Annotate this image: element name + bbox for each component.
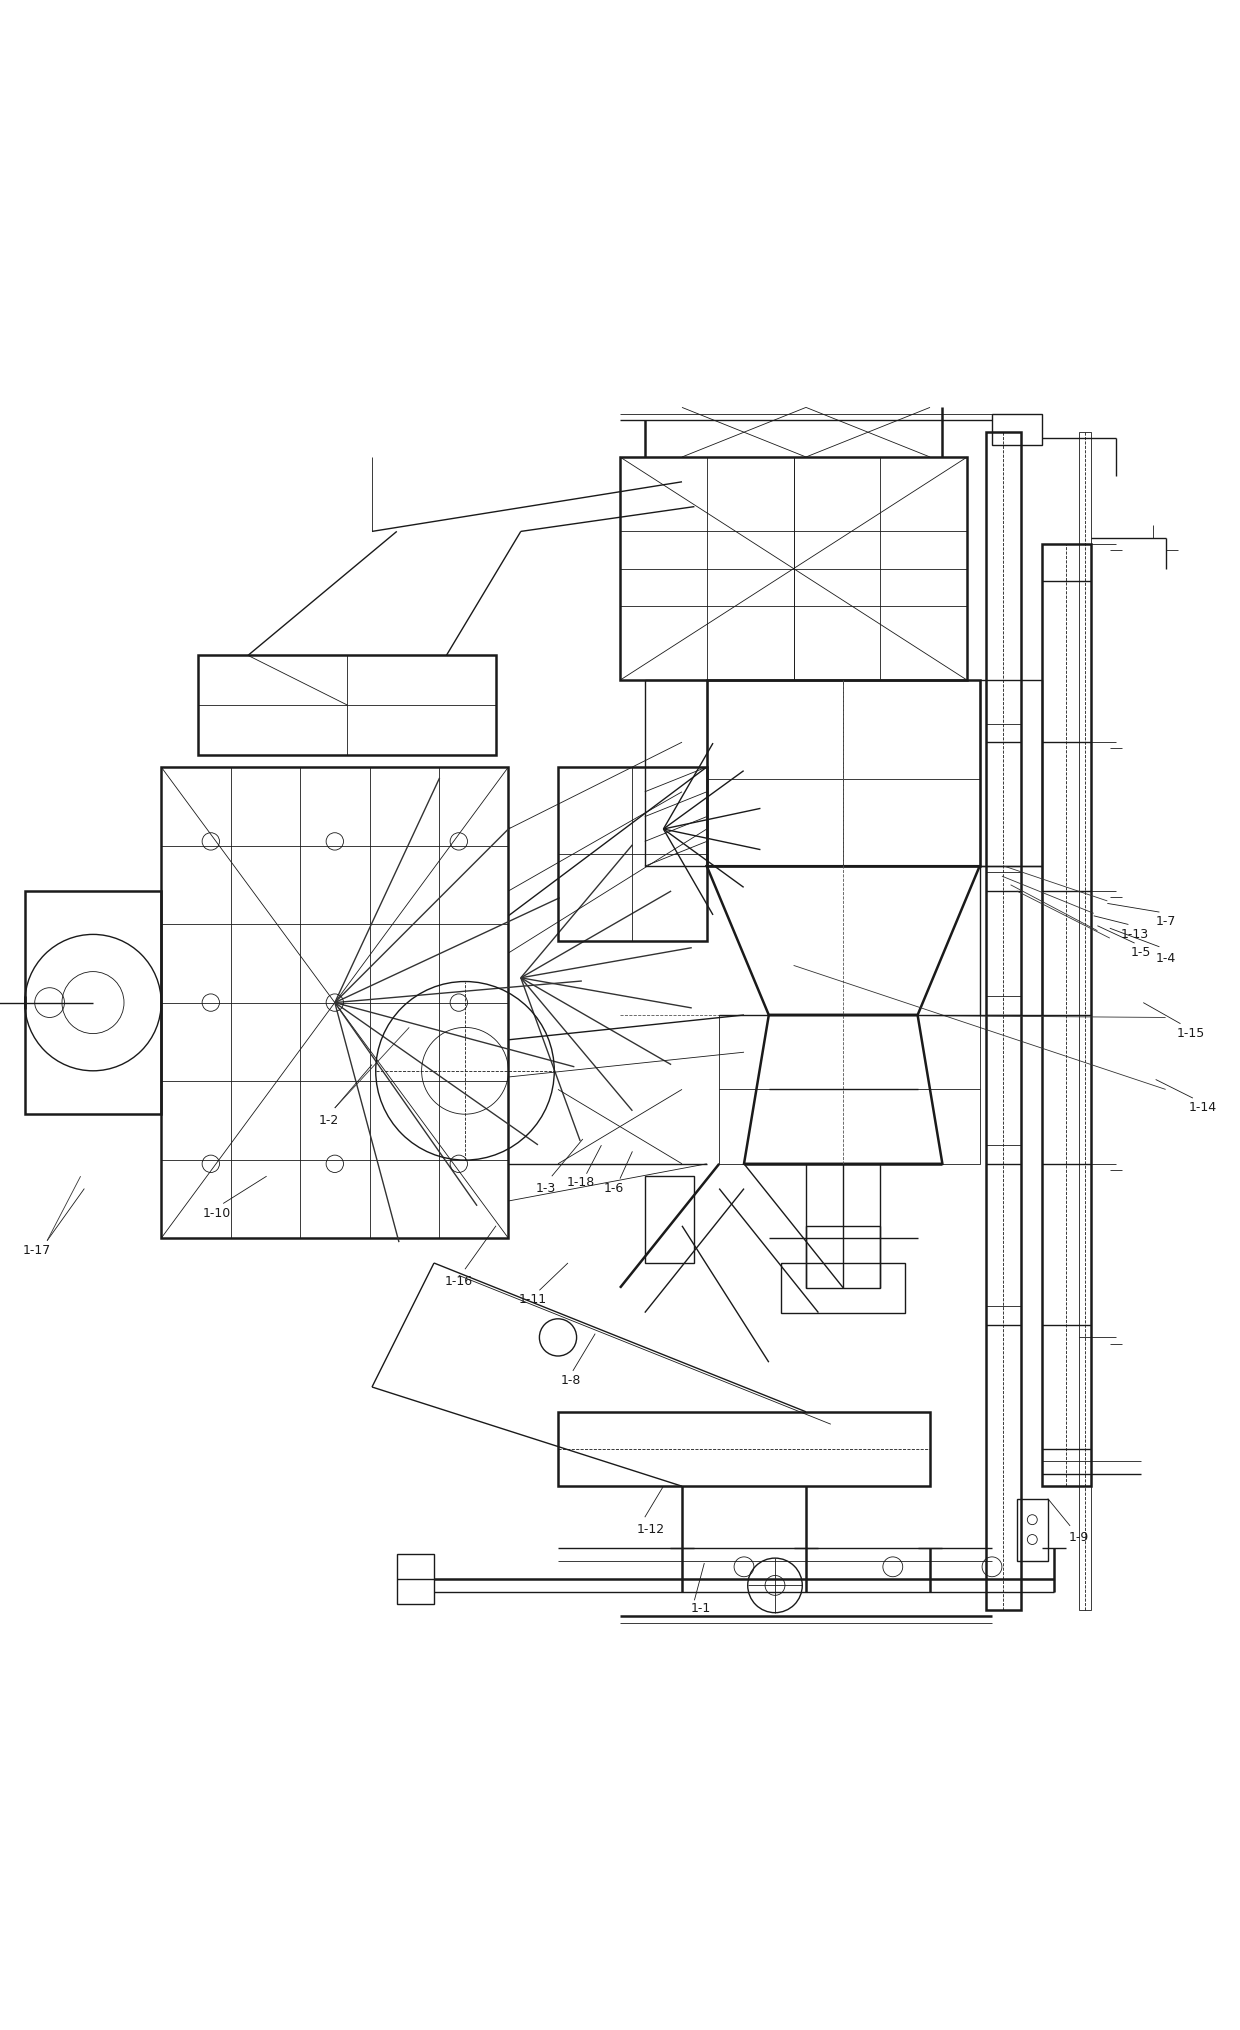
Bar: [719, 1015, 980, 1163]
Text: 1-13: 1-13: [1121, 928, 1148, 940]
Bar: [1079, 432, 1091, 1610]
Text: 1-11: 1-11: [520, 1293, 547, 1307]
Text: 1-3: 1-3: [536, 1181, 556, 1196]
Text: 1-12: 1-12: [637, 1522, 665, 1537]
Text: 1-16: 1-16: [445, 1275, 472, 1287]
Bar: [161, 767, 508, 1238]
Text: 1-9: 1-9: [1069, 1531, 1089, 1545]
Text: 1-4: 1-4: [1156, 952, 1176, 966]
Text: 1-17: 1-17: [24, 1244, 51, 1257]
Bar: [397, 1555, 434, 1604]
Bar: [1017, 1498, 1048, 1561]
Bar: [558, 767, 707, 940]
Text: 1-2: 1-2: [319, 1114, 339, 1127]
Bar: [645, 1175, 694, 1263]
Text: 1-18: 1-18: [567, 1175, 594, 1190]
Bar: [620, 457, 967, 680]
Bar: [992, 414, 1042, 445]
Bar: [707, 680, 980, 867]
Bar: [781, 1263, 905, 1313]
Text: 1-6: 1-6: [604, 1181, 624, 1196]
Bar: [806, 1226, 880, 1287]
Bar: [198, 656, 496, 755]
Bar: [986, 432, 1021, 1610]
Text: 1-5: 1-5: [1131, 946, 1151, 960]
Text: 1-10: 1-10: [203, 1206, 231, 1220]
Text: 1-7: 1-7: [1156, 916, 1176, 928]
Bar: [1042, 544, 1091, 1486]
Text: 1-1: 1-1: [691, 1602, 711, 1616]
Bar: [25, 891, 161, 1114]
Text: 1-8: 1-8: [560, 1374, 580, 1386]
Text: 1-14: 1-14: [1189, 1100, 1216, 1114]
Text: 1-15: 1-15: [1177, 1027, 1204, 1039]
